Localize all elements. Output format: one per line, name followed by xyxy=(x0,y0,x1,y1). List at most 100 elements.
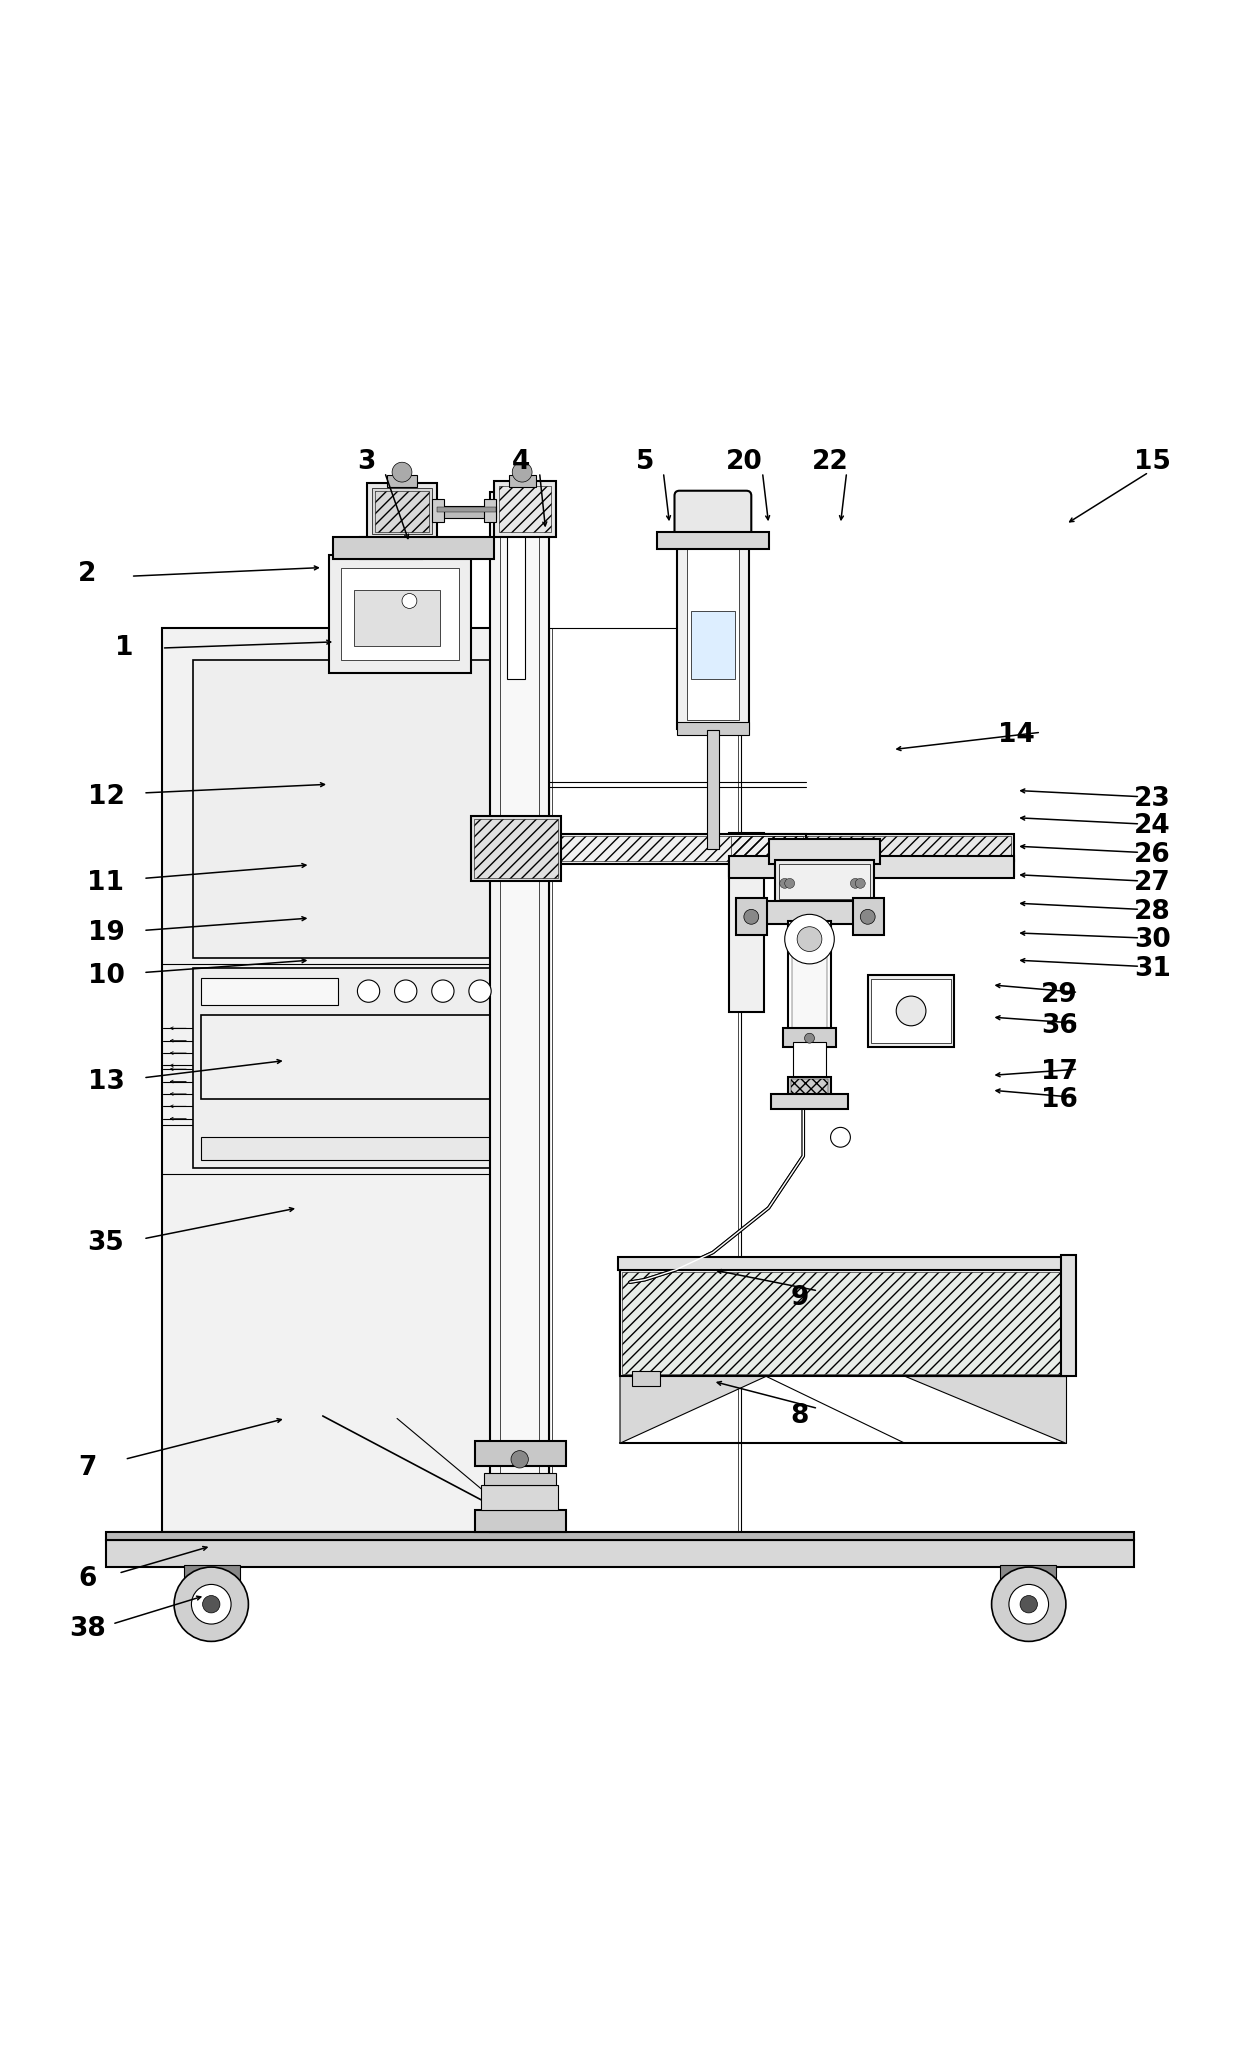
Text: 20: 20 xyxy=(725,450,763,475)
Bar xyxy=(622,1271,1064,1375)
Bar xyxy=(794,1042,826,1079)
Bar xyxy=(742,900,878,925)
Bar xyxy=(507,535,525,679)
Bar xyxy=(372,489,432,535)
Bar xyxy=(677,537,749,729)
Text: 4: 4 xyxy=(512,450,529,475)
Bar xyxy=(1061,1255,1076,1377)
Circle shape xyxy=(851,879,861,888)
Text: 36: 36 xyxy=(1042,1013,1078,1038)
Bar xyxy=(484,1474,556,1486)
Bar xyxy=(853,898,884,935)
Polygon shape xyxy=(905,1377,1066,1443)
Bar xyxy=(508,475,536,487)
Bar xyxy=(184,1565,239,1581)
Circle shape xyxy=(744,910,759,925)
Circle shape xyxy=(191,1585,231,1624)
Circle shape xyxy=(785,879,795,888)
Circle shape xyxy=(392,462,412,483)
Bar xyxy=(332,537,494,559)
Bar xyxy=(771,1094,848,1108)
Text: 19: 19 xyxy=(88,921,124,945)
Bar xyxy=(729,861,1014,875)
Bar xyxy=(872,978,951,1042)
Text: 15: 15 xyxy=(1135,450,1171,475)
Bar xyxy=(687,549,739,720)
Bar xyxy=(792,925,827,1028)
Bar xyxy=(784,1028,836,1046)
Bar xyxy=(475,1441,565,1465)
Circle shape xyxy=(897,997,926,1026)
Circle shape xyxy=(174,1567,248,1641)
Bar xyxy=(732,836,1012,859)
Bar xyxy=(374,491,429,533)
Text: 30: 30 xyxy=(1135,927,1171,954)
Text: 1: 1 xyxy=(115,636,134,660)
Bar xyxy=(707,731,719,848)
Bar xyxy=(789,1077,831,1096)
Text: 24: 24 xyxy=(1135,813,1171,840)
Bar xyxy=(868,974,955,1046)
Circle shape xyxy=(512,462,532,483)
Bar xyxy=(490,834,806,863)
Bar xyxy=(618,1257,1070,1269)
Polygon shape xyxy=(620,1377,766,1443)
Text: 27: 27 xyxy=(1135,871,1171,896)
Bar xyxy=(1001,1565,1056,1581)
Bar xyxy=(494,481,556,537)
Circle shape xyxy=(992,1567,1066,1641)
Circle shape xyxy=(780,879,790,888)
Text: 31: 31 xyxy=(1135,956,1171,982)
Bar xyxy=(192,660,502,958)
Circle shape xyxy=(357,980,379,1003)
Bar xyxy=(105,1531,1135,1540)
Circle shape xyxy=(861,910,875,925)
Bar xyxy=(632,1370,660,1387)
Bar xyxy=(500,491,539,1531)
Bar xyxy=(353,590,440,646)
Text: 13: 13 xyxy=(88,1069,124,1094)
Bar xyxy=(484,499,496,522)
Bar xyxy=(360,537,422,559)
Text: 3: 3 xyxy=(357,450,376,475)
Circle shape xyxy=(856,879,866,888)
Bar xyxy=(387,475,417,487)
Text: 8: 8 xyxy=(790,1404,808,1428)
Bar xyxy=(481,1486,558,1511)
Bar xyxy=(729,834,1014,861)
Text: 16: 16 xyxy=(1042,1088,1078,1112)
Bar xyxy=(492,836,804,861)
Bar xyxy=(471,817,560,881)
Bar xyxy=(475,1511,565,1531)
Circle shape xyxy=(805,1034,815,1042)
Text: 11: 11 xyxy=(88,871,124,896)
Circle shape xyxy=(394,980,417,1003)
Text: 12: 12 xyxy=(88,784,124,809)
Bar xyxy=(367,483,436,539)
Text: 22: 22 xyxy=(812,450,849,475)
Circle shape xyxy=(402,594,417,609)
Text: 35: 35 xyxy=(88,1230,124,1255)
Bar xyxy=(474,819,558,879)
Bar xyxy=(779,863,870,900)
Bar xyxy=(329,555,471,673)
Bar xyxy=(791,1079,828,1094)
Bar xyxy=(691,611,735,679)
Bar xyxy=(677,722,749,735)
Circle shape xyxy=(511,1451,528,1468)
Bar xyxy=(201,1137,517,1160)
Circle shape xyxy=(202,1595,219,1612)
Bar xyxy=(729,832,764,1011)
Bar xyxy=(201,1015,517,1098)
Bar xyxy=(620,1267,1066,1377)
Bar xyxy=(737,898,768,935)
Bar xyxy=(201,978,337,1005)
Circle shape xyxy=(785,914,835,964)
Text: 6: 6 xyxy=(78,1567,97,1593)
Text: 10: 10 xyxy=(88,964,124,989)
Bar xyxy=(549,627,742,1531)
Circle shape xyxy=(797,927,822,952)
Text: 2: 2 xyxy=(78,561,97,586)
Bar xyxy=(769,838,880,863)
Text: 5: 5 xyxy=(636,450,653,475)
